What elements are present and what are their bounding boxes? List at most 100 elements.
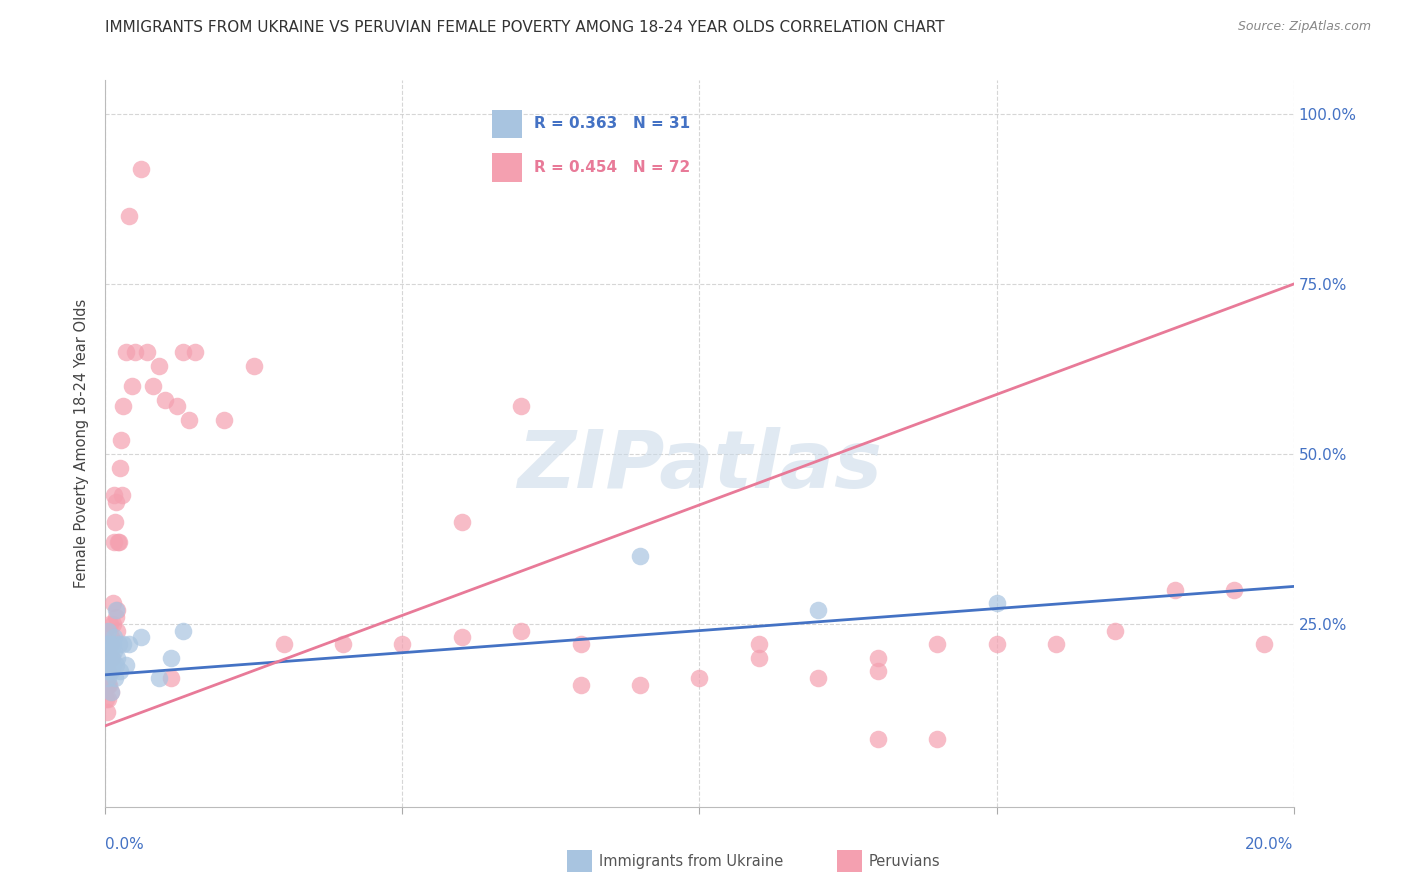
Point [450,515,472,529]
Point [273,637,295,651]
Text: 0.0%: 0.0% [105,837,145,852]
Point [124,345,146,359]
Point [628,678,651,692]
Point [153,392,176,407]
Point [100,685,122,699]
Point [98,637,121,651]
Point [450,631,472,645]
Point [97,678,120,692]
Point [104,603,127,617]
Point [510,624,533,638]
Point [866,650,889,665]
Point [101,650,124,665]
Point [118,209,141,223]
Point [104,515,127,529]
Point [97,691,120,706]
Point [510,400,533,414]
Point [96,650,118,665]
Point [103,488,125,502]
Point [96,650,118,665]
Text: Peruvians: Peruvians [869,855,941,869]
Point [104,494,127,508]
Point [94,637,117,651]
Point [98,650,121,665]
Point [94,624,117,638]
Point [104,671,127,685]
Point [391,637,413,651]
Point [927,637,949,651]
Point [111,488,134,502]
Point [689,671,711,685]
Point [159,650,181,665]
Point [101,657,124,672]
Point [112,400,135,414]
Point [115,657,138,672]
Point [807,671,830,685]
Point [107,535,129,549]
Point [172,345,194,359]
Text: 20.0%: 20.0% [1246,837,1294,852]
Point [105,603,128,617]
Point [98,637,121,651]
Point [1164,582,1187,597]
Point [105,624,128,638]
Point [98,644,121,658]
Point [166,400,188,414]
Point [101,596,124,610]
Point [986,637,1008,651]
Point [101,650,124,665]
Point [1223,582,1246,597]
Point [569,678,592,692]
Point [243,359,266,373]
Point [1253,637,1275,651]
Point [108,460,131,475]
Point [100,685,122,699]
Point [103,631,125,645]
Point [98,678,121,692]
Point [96,665,118,679]
Point [94,691,117,706]
Point [97,624,120,638]
Point [129,631,152,645]
Point [628,549,651,563]
Point [159,671,181,685]
Point [101,616,124,631]
Point [748,637,770,651]
Point [103,535,125,549]
Text: ZIPatlas: ZIPatlas [517,426,882,505]
Point [866,665,889,679]
Point [97,665,120,679]
Y-axis label: Female Poverty Among 18-24 Year Olds: Female Poverty Among 18-24 Year Olds [75,299,90,589]
Point [748,650,770,665]
Point [807,603,830,617]
Point [112,637,135,651]
Point [129,161,152,176]
Point [183,345,205,359]
Point [101,637,124,651]
Point [866,732,889,747]
Point [142,379,165,393]
Point [107,637,129,651]
Point [100,637,122,651]
Text: IMMIGRANTS FROM UKRAINE VS PERUVIAN FEMALE POVERTY AMONG 18-24 YEAR OLDS CORRELA: IMMIGRANTS FROM UKRAINE VS PERUVIAN FEMA… [105,20,945,35]
Point [96,705,118,719]
Point [569,637,592,651]
Point [121,379,143,393]
Point [105,650,128,665]
Point [1045,637,1067,651]
Point [118,637,141,651]
Point [332,637,354,651]
Point [110,434,132,448]
Point [115,345,138,359]
Point [103,644,125,658]
Point [110,665,132,679]
Point [927,732,949,747]
Point [105,657,128,672]
Point [98,616,121,631]
Point [97,671,120,685]
Point [107,535,129,549]
Point [100,665,122,679]
Point [96,678,118,692]
Point [214,413,236,427]
Point [1104,624,1126,638]
